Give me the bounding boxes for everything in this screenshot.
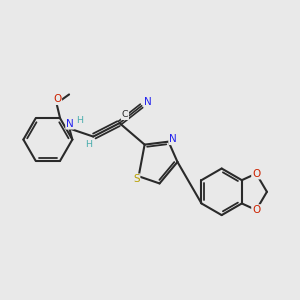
Text: N: N [66,119,74,129]
Text: O: O [252,169,260,178]
Text: O: O [53,94,61,104]
Text: N: N [144,97,152,107]
Text: H: H [85,140,92,148]
Text: S: S [133,174,140,184]
Text: H: H [76,116,83,124]
Text: O: O [252,205,260,215]
Text: N: N [169,134,177,144]
Text: C: C [122,110,128,119]
